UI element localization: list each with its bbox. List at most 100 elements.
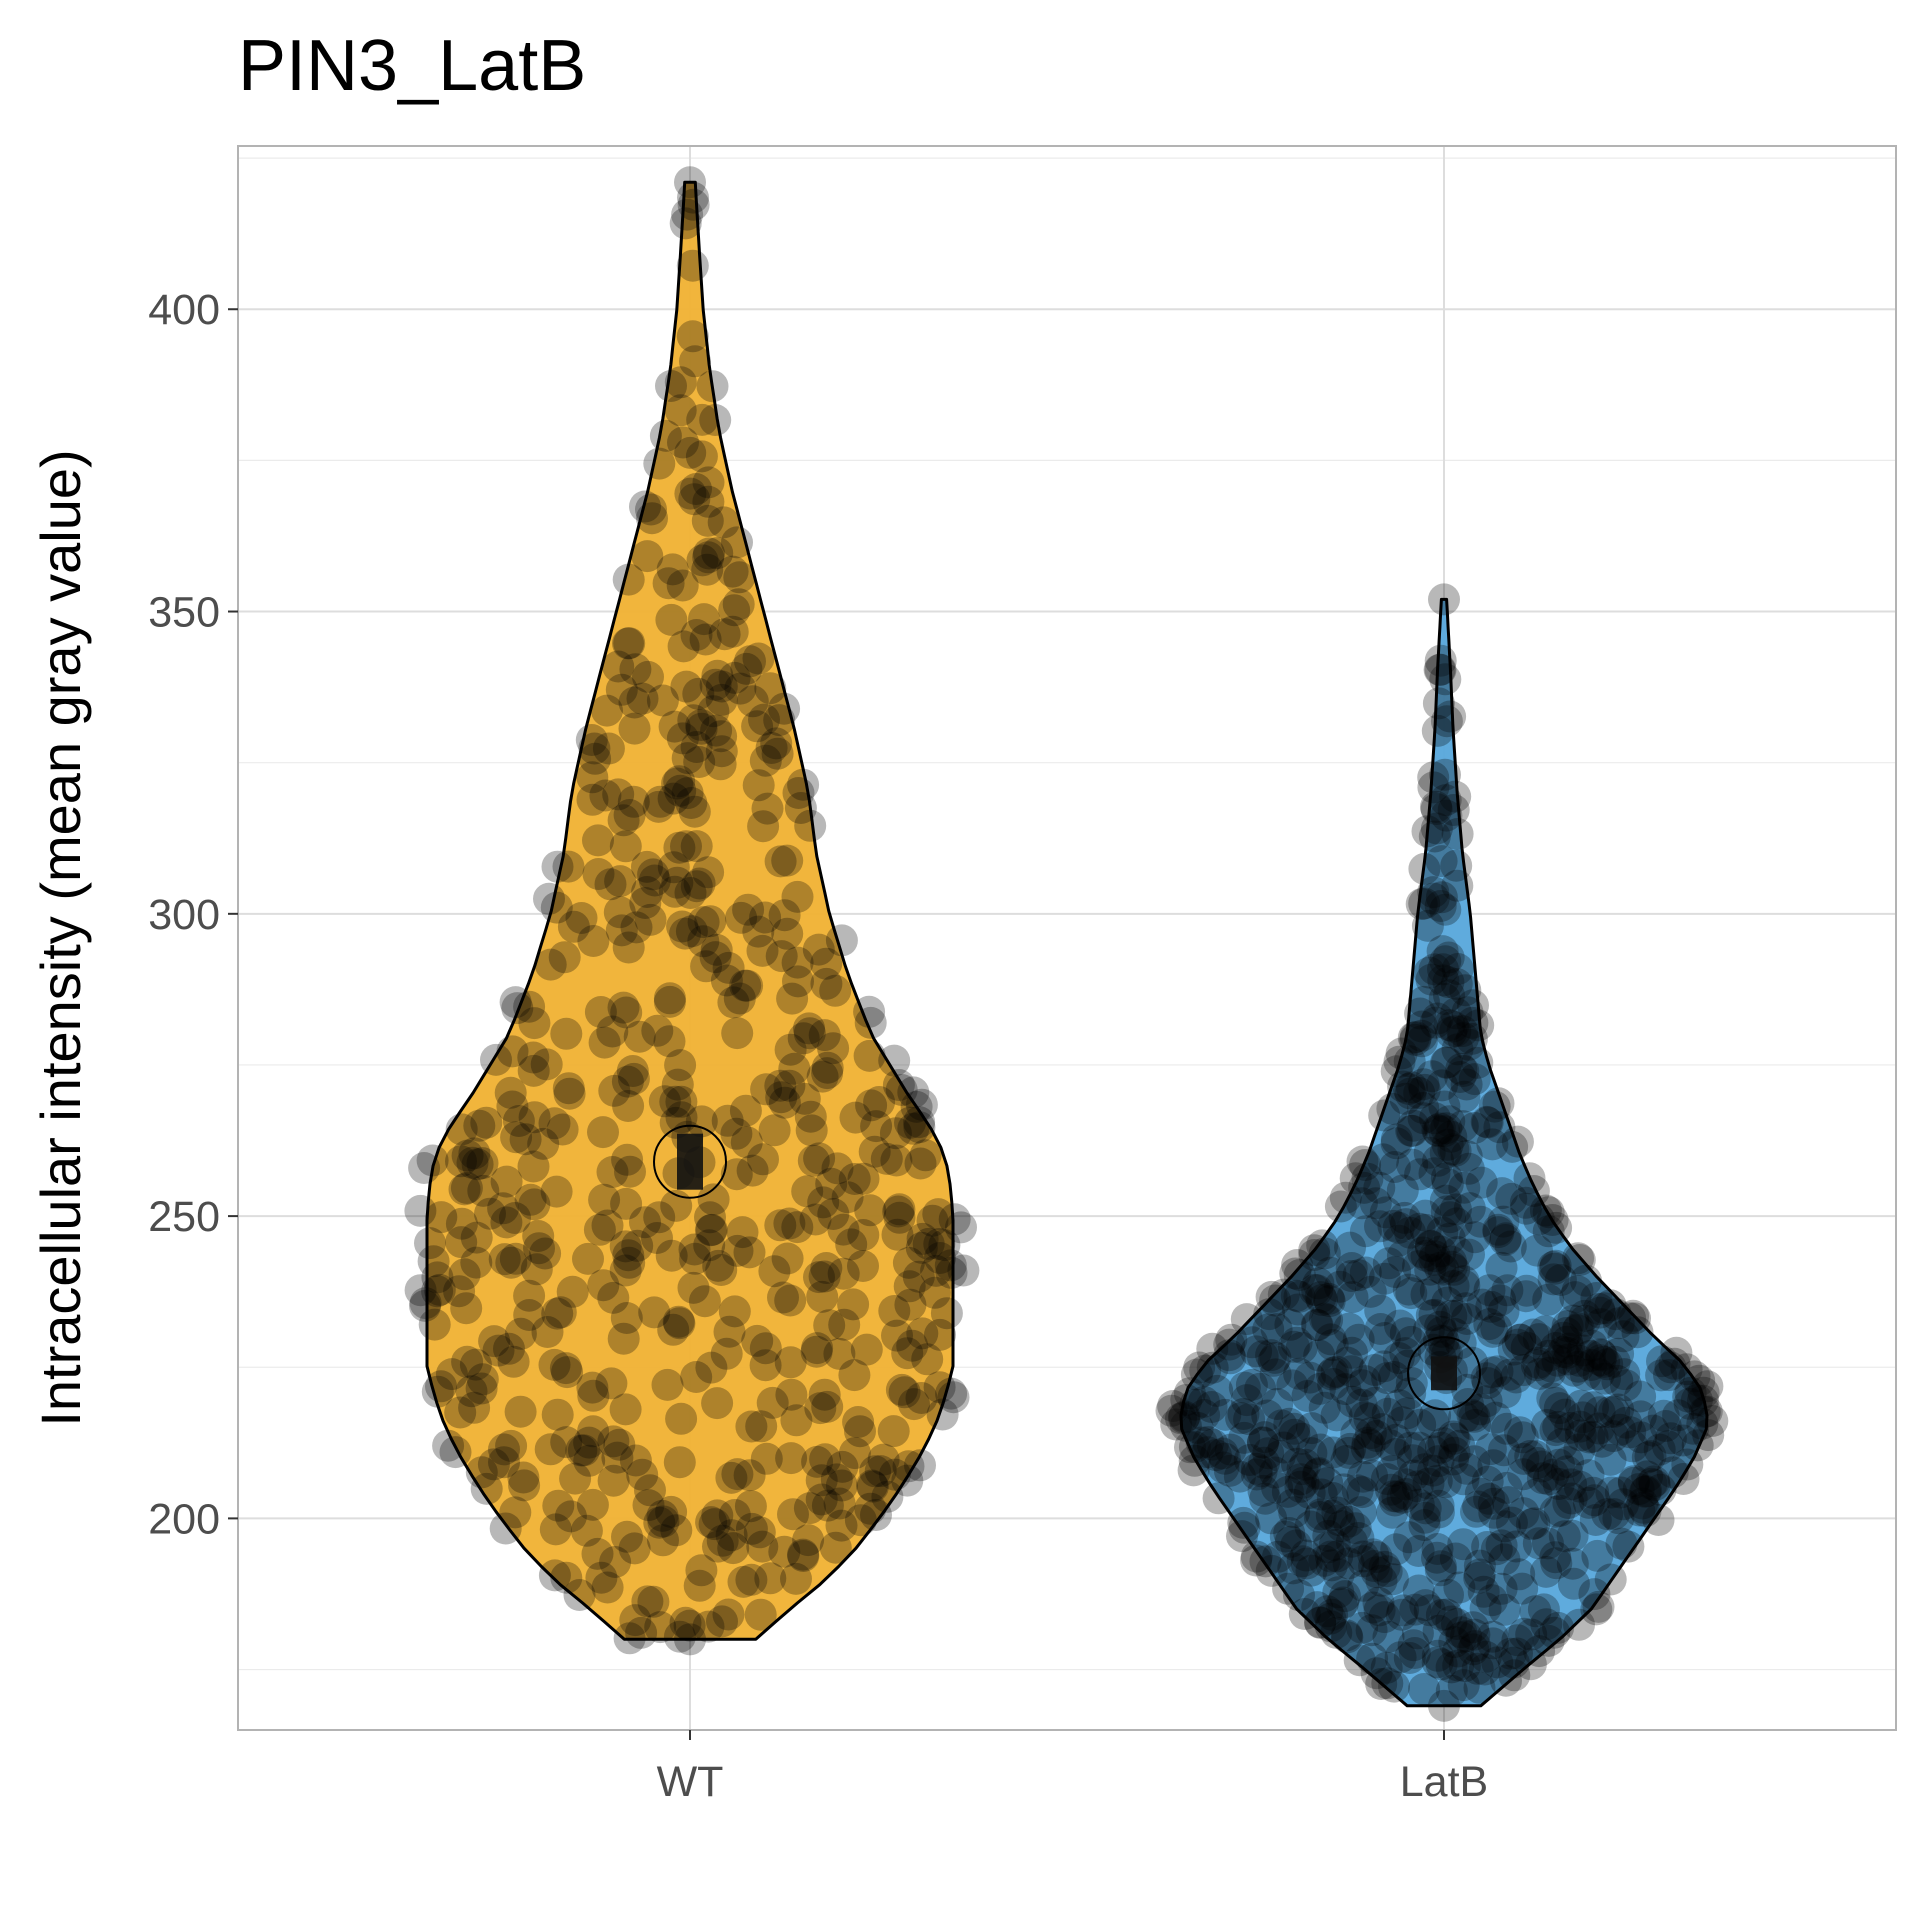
data-point — [591, 1209, 624, 1242]
data-point — [646, 684, 679, 717]
data-point — [702, 1530, 734, 1563]
data-point — [882, 1195, 915, 1228]
data-point — [1157, 1390, 1190, 1422]
data-point — [827, 1257, 860, 1290]
data-point — [692, 856, 725, 889]
data-point — [746, 1530, 779, 1563]
data-point — [1384, 1309, 1416, 1342]
data-point — [1477, 1487, 1510, 1520]
data-point — [799, 1203, 832, 1236]
data-point — [1594, 1443, 1627, 1476]
data-point — [1369, 1196, 1402, 1229]
data-point — [1375, 1473, 1407, 1506]
data-point — [1273, 1517, 1306, 1549]
data-point — [854, 1006, 887, 1039]
data-point — [1521, 1234, 1553, 1267]
data-point — [1456, 1399, 1489, 1432]
data-point — [632, 660, 664, 693]
data-point — [1441, 1608, 1473, 1640]
data-point — [1289, 1448, 1322, 1481]
data-point — [1486, 1177, 1519, 1210]
data-point — [1510, 1274, 1543, 1307]
data-point — [1202, 1482, 1235, 1515]
data-point — [582, 858, 615, 890]
data-point — [1274, 1308, 1307, 1341]
data-point — [572, 1242, 604, 1275]
data-point — [1450, 1068, 1483, 1101]
data-point — [1422, 1614, 1455, 1647]
data-point — [1578, 1484, 1611, 1517]
data-point — [1417, 771, 1450, 804]
data-point — [1417, 876, 1450, 909]
data-point — [856, 1469, 888, 1502]
data-point — [1401, 1617, 1434, 1650]
data-point — [1529, 1315, 1562, 1348]
data-point — [1185, 1426, 1218, 1459]
data-point — [1623, 1494, 1656, 1527]
data-point — [576, 761, 609, 794]
data-point — [1213, 1339, 1246, 1372]
data-point — [680, 830, 713, 863]
data-point — [1539, 1249, 1572, 1282]
data-point — [817, 1198, 850, 1230]
data-point — [1390, 1478, 1422, 1510]
data-point — [792, 1524, 825, 1557]
data-point — [1429, 758, 1461, 791]
data-point — [1288, 1598, 1321, 1630]
data-point — [803, 1142, 836, 1175]
data-point — [607, 1322, 640, 1355]
data-point — [1253, 1298, 1286, 1331]
data-point — [1226, 1520, 1258, 1553]
data-point — [1286, 1422, 1318, 1455]
data-point — [1687, 1376, 1720, 1409]
data-point — [1585, 1339, 1618, 1372]
data-point — [823, 1487, 856, 1520]
data-point — [716, 615, 749, 648]
data-point — [1470, 1385, 1503, 1418]
data-point — [1584, 1344, 1617, 1377]
violin-wt — [425, 180, 955, 1641]
data-point — [687, 906, 720, 939]
data-point — [1461, 1046, 1494, 1079]
data-point — [425, 1370, 457, 1403]
data-point — [1522, 1527, 1555, 1560]
data-point — [1393, 1642, 1426, 1674]
data-point — [657, 851, 690, 884]
data-point — [1308, 1544, 1341, 1577]
data-point — [844, 1504, 877, 1537]
data-point — [1399, 1593, 1432, 1626]
data-point — [1423, 1324, 1455, 1357]
data-point — [1463, 1671, 1496, 1704]
data-point — [618, 712, 651, 745]
data-point — [749, 1349, 782, 1382]
data-point — [673, 1609, 706, 1642]
data-point — [1327, 1586, 1360, 1619]
data-point — [513, 1299, 546, 1331]
data-point — [1482, 1087, 1515, 1120]
data-point — [1354, 1275, 1387, 1308]
data-point — [588, 1026, 621, 1059]
data-point — [815, 1167, 848, 1200]
data-point — [655, 603, 688, 636]
data-point — [859, 1455, 892, 1488]
data-point — [1336, 1281, 1369, 1314]
data-point — [1378, 1361, 1411, 1393]
data-point — [1293, 1477, 1326, 1509]
data-point — [1478, 1090, 1511, 1123]
data-point — [1473, 1482, 1506, 1515]
data-point — [781, 946, 814, 979]
data-point — [1533, 1356, 1566, 1389]
data-point — [1423, 653, 1456, 686]
data-point — [1431, 1168, 1464, 1201]
data-point — [1272, 1572, 1305, 1605]
data-point — [664, 1049, 697, 1082]
data-point — [1189, 1354, 1222, 1387]
data-point — [1424, 1554, 1457, 1587]
data-point — [631, 876, 664, 908]
data-point — [1394, 1216, 1427, 1249]
data-point — [655, 370, 687, 402]
data-point — [858, 1135, 891, 1168]
data-point — [463, 1109, 496, 1142]
data-point — [619, 1444, 652, 1477]
data-point — [1631, 1460, 1664, 1493]
